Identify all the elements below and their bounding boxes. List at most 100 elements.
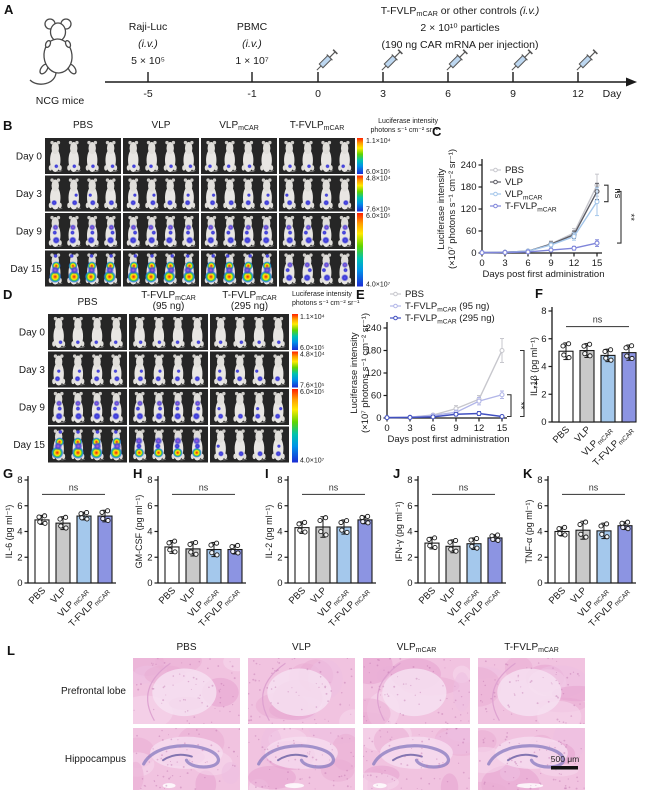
bar [487,537,503,584]
svg-text:Luciferase intensity: Luciferase intensity [378,118,438,125]
panel-label-h: H [133,466,143,481]
svg-text:0: 0 [407,578,412,589]
svg-text:PBS: PBS [157,585,178,606]
svg-text:2: 2 [147,552,152,563]
svg-text:180: 180 [461,182,477,193]
svg-text:(95 ng): (95 ng) [153,301,185,312]
bar [617,525,633,584]
syringe-icon [381,49,403,71]
mice-image [45,213,121,249]
svg-text:6: 6 [17,501,22,512]
mice-image [201,213,277,249]
mice-image [129,426,208,463]
histology-hippocampus [363,728,470,790]
svg-text:IL-2 (pg ml⁻¹): IL-2 (pg ml⁻¹) [264,505,274,559]
panel-label-i: I [265,466,269,481]
svg-text:T-FVLPmCAR: T-FVLPmCAR [290,120,345,132]
svg-text:8: 8 [537,475,542,486]
svg-text:0: 0 [537,578,542,589]
svg-text:PBS: PBS [417,585,438,606]
svg-text:6: 6 [541,334,546,345]
svg-text:9: 9 [453,423,458,434]
mice-image [210,389,289,425]
bar [554,530,570,584]
svg-text:TNF-α (pg ml⁻¹): TNF-α (pg ml⁻¹) [524,500,534,564]
mice-image [201,250,277,287]
panel-label-b: B [3,118,13,133]
svg-text:3: 3 [502,258,507,269]
svg-text:PBS: PBS [505,165,524,176]
histology-hippocampus [248,728,355,790]
svg-text:PBMC: PBMC [237,21,268,33]
svg-text:-1: -1 [247,88,256,100]
svg-text:Day 9: Day 9 [19,403,46,414]
mice-image [279,175,355,212]
svg-text:8: 8 [541,306,546,317]
svg-text:5 × 10⁵: 5 × 10⁵ [131,55,165,67]
mouse-illustration [29,18,77,85]
mice-image [129,314,208,350]
svg-text:(190 ng CAR mRNA per injection: (190 ng CAR mRNA per injection) [382,39,539,51]
svg-text:T-FVLPmCAR or other controls (: T-FVLPmCAR or other controls (i.v.) [381,5,539,18]
luminescence-colorbar [357,175,363,212]
svg-text:Day 0: Day 0 [16,152,43,163]
svg-text:0: 0 [277,578,282,589]
svg-text:2: 2 [541,389,546,400]
svg-text:6: 6 [147,501,152,512]
svg-text:4.8×10⁴: 4.8×10⁴ [366,176,391,183]
bar [55,522,71,584]
luminescence-colorbar [292,351,298,388]
bar [600,354,616,423]
mice-image [45,138,121,174]
mice-image [48,314,127,350]
svg-text:VLPmCAR: VLPmCAR [219,120,259,132]
svg-text:(295 ng): (295 ng) [231,301,268,312]
series-pbs [479,173,600,256]
svg-text:Luciferase intensity: Luciferase intensity [349,332,360,414]
bar [621,352,637,423]
panel-label-e: E [356,287,365,302]
bar [294,527,310,584]
svg-text:4: 4 [277,527,282,538]
svg-text:T-FVLPmCAR: T-FVLPmCAR [505,201,557,213]
panel-label-g: G [3,466,14,481]
svg-text:VLP: VLP [505,177,523,188]
svg-text:-5: -5 [143,88,152,100]
svg-text:T-FVLPmCAR: T-FVLPmCAR [141,290,196,302]
svg-text:PBS: PBS [551,424,572,445]
luminescence-colorbar [357,138,363,174]
mice-image [279,138,355,174]
svg-text:6.0×10⁵: 6.0×10⁵ [300,345,325,352]
svg-text:4.8×10⁴: 4.8×10⁴ [300,352,325,359]
histology-prefrontal [248,658,355,724]
svg-text:T-FVLPmCAR (95 ng): T-FVLPmCAR (95 ng) [405,301,489,313]
svg-text:8: 8 [147,475,152,486]
svg-text:7.6×10⁵: 7.6×10⁵ [300,383,325,390]
svg-text:NCG mice: NCG mice [36,95,85,107]
svg-text:Prefrontal lobe: Prefrontal lobe [61,686,126,697]
svg-text:120: 120 [461,204,477,215]
svg-text:7.6×10⁵: 7.6×10⁵ [366,207,391,214]
svg-text:6: 6 [445,88,451,100]
bar [76,515,92,584]
svg-text:PBS: PBS [176,642,196,653]
svg-text:6: 6 [277,501,282,512]
svg-text:6: 6 [537,501,542,512]
svg-text:(i.v.): (i.v.) [138,38,158,50]
mice-image [48,389,127,425]
bar [97,515,113,584]
svg-text:ns: ns [199,482,209,492]
series-t-fvlpmcar [384,410,505,421]
svg-text:PBS: PBS [77,297,97,308]
svg-text:Day: Day [603,88,622,100]
svg-text:15: 15 [592,258,603,269]
svg-text:9: 9 [548,258,553,269]
svg-text:3: 3 [380,88,386,100]
svg-text:T-FVLPmCAR: T-FVLPmCAR [504,642,559,654]
svg-text:Hippocampus: Hippocampus [65,754,126,765]
svg-text:Raji-Luc: Raji-Luc [129,21,168,33]
